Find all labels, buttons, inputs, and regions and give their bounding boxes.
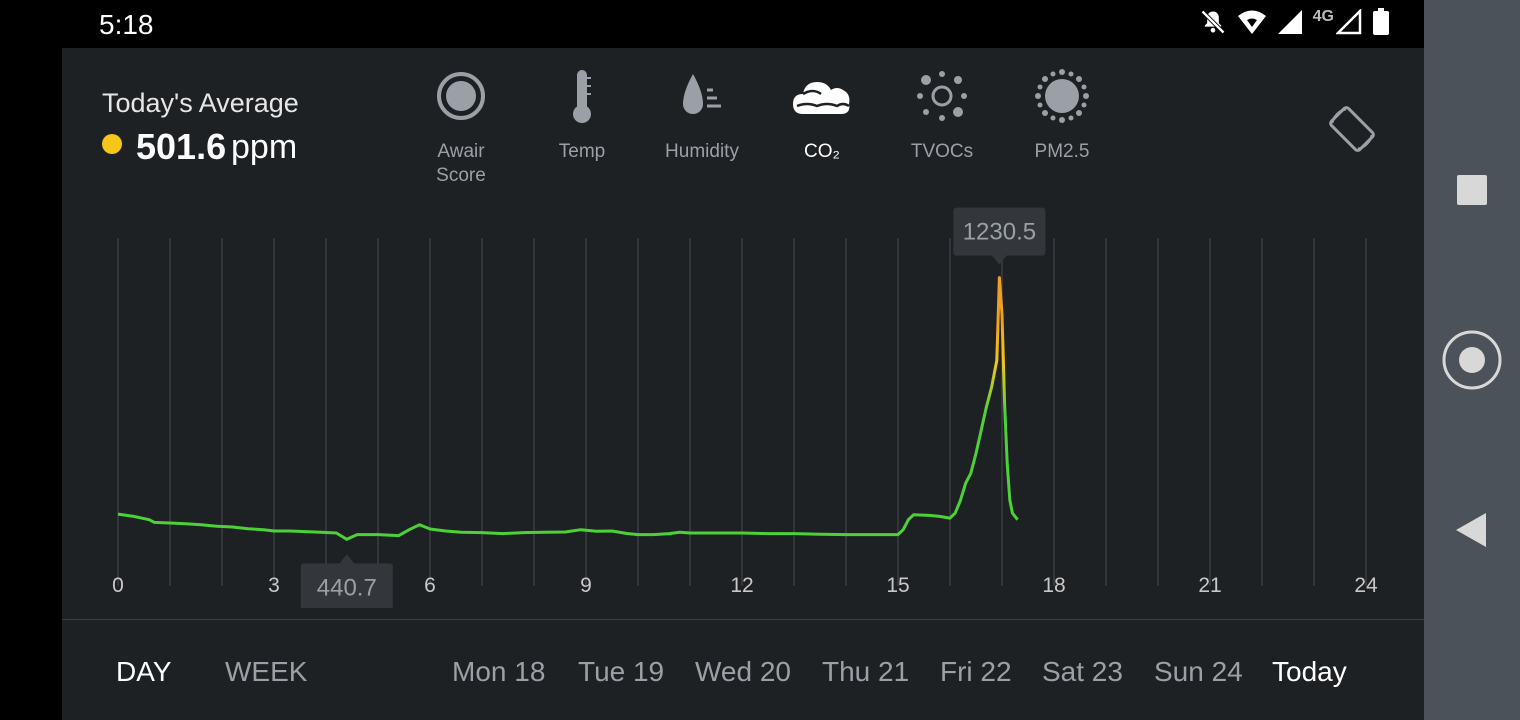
range-tab-week[interactable]: WEEK [225, 656, 308, 687]
humidity-drop-icon [647, 66, 757, 130]
dots-sun-icon [887, 66, 997, 130]
thermometer-icon [527, 66, 637, 130]
day-tab-wed[interactable]: Wed 20 [695, 656, 791, 687]
x-tick-label: 15 [886, 574, 909, 597]
status-icons: 4G [1199, 7, 1390, 41]
tab-label-line: Awair [437, 141, 485, 162]
day-tab-thu[interactable]: Thu 21 [822, 656, 910, 687]
cloud-icon [767, 66, 877, 130]
wifi-icon [1237, 9, 1267, 40]
x-tick-label: 21 [1198, 574, 1221, 597]
system-nav-bar [1424, 0, 1520, 720]
day-tab-fri[interactable]: Fri 22 [940, 656, 1012, 687]
back-triangle-icon [1456, 513, 1486, 547]
chart-grid [117, 238, 1367, 586]
x-axis-ticks: 0 3 6 9 12 15 18 21 24 [112, 574, 1378, 597]
status-time: 5:18 [99, 9, 154, 40]
signal-outline-icon [1334, 7, 1362, 40]
battery-icon [1372, 7, 1390, 41]
average-label: Today's Average [102, 88, 299, 118]
tab-humidity[interactable]: Humidity [647, 66, 757, 164]
max-value-label: 1230.5 [963, 219, 1036, 246]
notifications-off-icon [1199, 8, 1227, 41]
tab-label: Temp [558, 141, 606, 162]
x-tick-label: 6 [424, 574, 436, 597]
tab-label: Humidity [665, 141, 739, 162]
tab-pm25[interactable]: PM2.5 [1007, 66, 1117, 164]
average-status-dot [102, 134, 122, 154]
x-tick-label: 12 [730, 574, 753, 597]
tab-label: PM2.5 [1034, 141, 1090, 162]
status-bar: 5:18 4G [0, 0, 1424, 48]
min-value-tooltip: 440.7 [300, 554, 393, 608]
home-circle-icon [1442, 330, 1502, 390]
recent-apps-button[interactable] [1457, 175, 1487, 210]
x-tick-label: 18 [1042, 574, 1065, 597]
square-icon [1457, 175, 1487, 205]
average-unit: ppm [231, 128, 298, 166]
back-button[interactable] [1456, 513, 1486, 552]
tab-label: TVOCs [910, 141, 974, 162]
circle-score-icon [406, 66, 516, 130]
x-tick-label: 9 [580, 574, 592, 597]
tab-awair-score[interactable]: Awair Score [406, 66, 516, 188]
max-value-tooltip: 1230.5 [953, 207, 1046, 265]
signal-icon [1277, 9, 1303, 40]
divider [62, 619, 1424, 620]
day-tab-today[interactable]: Today [1272, 656, 1347, 687]
particle-icon [1007, 66, 1117, 130]
app-content: Today's Average 501.6 ppm Awair Score Te… [62, 48, 1424, 720]
tab-co2[interactable]: CO₂ [767, 66, 877, 164]
rotate-screen-icon[interactable] [1324, 101, 1380, 162]
tab-temp[interactable]: Temp [527, 66, 637, 164]
home-button[interactable] [1441, 330, 1503, 397]
x-tick-label: 0 [112, 574, 124, 597]
day-tab-mon[interactable]: Mon 18 [452, 656, 546, 687]
tab-tvocs[interactable]: TVOCs [887, 66, 997, 164]
co2-line-chart[interactable]: 0 3 6 9 12 15 18 21 24 1230.5 440.7 [62, 198, 1424, 608]
day-tab-sun[interactable]: Sun 24 [1154, 656, 1243, 687]
day-tab-sat[interactable]: Sat 23 [1042, 656, 1123, 687]
co2-series-line [117, 276, 1019, 541]
network-type: 4G [1312, 8, 1334, 25]
min-value-label: 440.7 [317, 574, 377, 601]
tab-label: CO₂ [804, 141, 840, 162]
tab-label-line: Score [436, 165, 486, 186]
x-tick-label: 3 [268, 574, 280, 597]
range-tab-day[interactable]: DAY [116, 656, 172, 687]
day-tab-tue[interactable]: Tue 19 [578, 656, 665, 687]
x-tick-label: 24 [1354, 574, 1378, 597]
average-value: 501.6 [136, 126, 227, 167]
